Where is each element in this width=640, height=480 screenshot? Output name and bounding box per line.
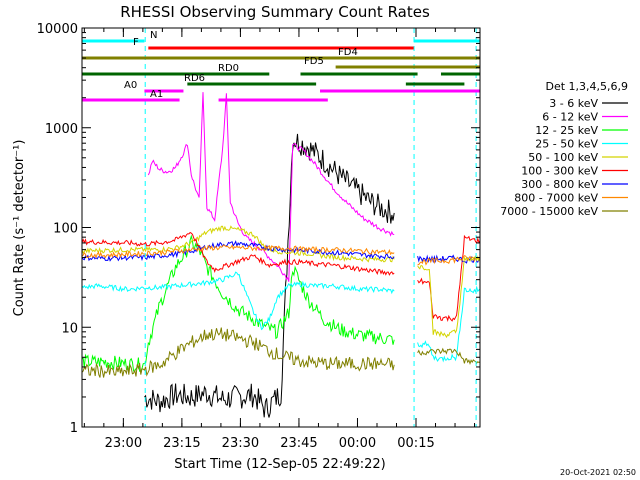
legend-label-2: 12 - 25 keV [535, 124, 598, 137]
y-tick-label-3: 1000 [45, 122, 78, 137]
series-line-1 [147, 92, 395, 282]
x-axis-label: Start Time (12-Sep-05 22:49:22) [174, 457, 385, 472]
series-line-7 [82, 244, 395, 259]
legend-label-8: 7000 - 15000 keV [500, 205, 598, 218]
x-tick-label-1: 23:15 [163, 436, 200, 451]
legend-label-5: 100 - 300 keV [521, 165, 598, 178]
series-layer [82, 92, 480, 418]
legend-label-0: 3 - 6 keV [549, 97, 598, 110]
series-line-3 [82, 271, 395, 331]
flag-label-n: N [150, 30, 157, 41]
legend-title: Det 1,3,4,5,6,9 [545, 80, 628, 93]
series-line-4 [82, 225, 395, 263]
flags-layer: NF FD4 FD5 RD0 RD6 A0 A1 [82, 28, 480, 427]
post-gap-series-0 [417, 234, 480, 323]
flag-label-fd5: FD5 [304, 56, 324, 67]
post-gap-series-5 [417, 347, 480, 366]
series-line-2 [82, 234, 395, 373]
legend-label-7: 800 - 7000 keV [514, 192, 598, 205]
y-tick-label-0: 1 [70, 421, 78, 436]
flag-label-fd4: FD4 [338, 47, 358, 58]
x-tick-label-2: 23:30 [222, 436, 259, 451]
post-gap-series-2 [417, 255, 480, 266]
y-tick-label-2: 100 [53, 222, 78, 237]
flag-label-a0: A0 [124, 80, 137, 91]
post-gap-series-4 [417, 285, 480, 363]
post-gap-series-3 [417, 255, 480, 339]
legend-label-3: 25 - 50 keV [535, 138, 598, 151]
axes: 1 10 100 1000 10000 23:00 23:15 23:30 23:45 00:00… [37, 22, 481, 451]
flag-label-f: F [133, 37, 139, 48]
x-tick-label-5: 00:15 [397, 436, 434, 451]
legend-label-1: 6 - 12 keV [542, 111, 598, 124]
series-line-8 [82, 327, 395, 378]
post-gap-series-1 [417, 254, 480, 264]
flag-label-a1: A1 [150, 89, 163, 100]
y-axis-label: Count Rate (s⁻¹ detector⁻¹) [12, 140, 27, 317]
legend-label-6: 300 - 800 keV [521, 178, 598, 191]
plot-frame [81, 27, 481, 428]
series-line-0 [144, 133, 395, 418]
x-tick-label-3: 23:45 [280, 436, 317, 451]
flag-label-rd6: RD6 [184, 73, 205, 84]
legend-label-4: 50 - 100 keV [528, 151, 598, 164]
flag-label-rd0: RD0 [218, 63, 239, 74]
series-line-6 [82, 240, 395, 262]
y-tick-label-4: 10000 [37, 22, 78, 37]
x-tick-label-0: 23:00 [105, 436, 142, 451]
y-tick-label-1: 10 [61, 321, 78, 336]
series-line-5 [82, 231, 395, 276]
chart-title: RHESSI Observing Summary Count Rates [120, 3, 430, 21]
x-tick-label-4: 00:00 [339, 436, 376, 451]
footer-timestamp: 20-Oct-2021 02:50 [560, 468, 636, 477]
